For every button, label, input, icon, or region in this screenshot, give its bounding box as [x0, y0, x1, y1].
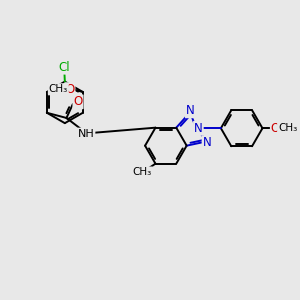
Text: N: N — [186, 104, 194, 117]
Text: NH: NH — [78, 128, 94, 139]
Text: O: O — [271, 122, 280, 135]
Text: O: O — [74, 95, 82, 108]
Text: N: N — [202, 136, 211, 149]
Text: CH₃: CH₃ — [278, 123, 297, 133]
Text: CH₃: CH₃ — [133, 167, 152, 177]
Text: O: O — [65, 83, 74, 96]
Text: CH₃: CH₃ — [49, 84, 68, 94]
Text: Cl: Cl — [58, 61, 70, 74]
Text: N: N — [194, 122, 203, 135]
